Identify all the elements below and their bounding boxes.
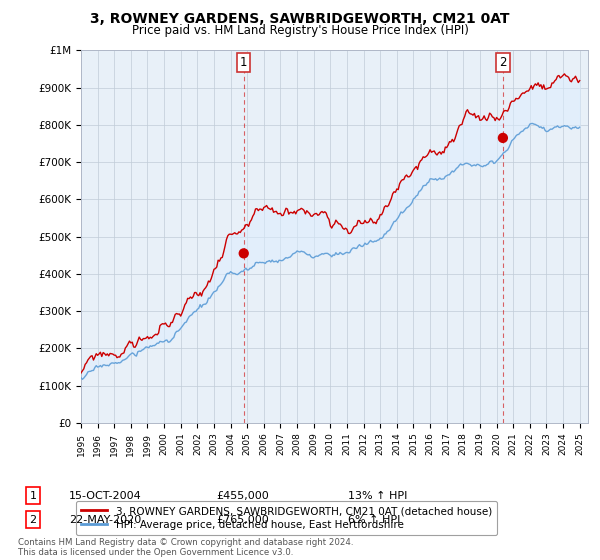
Text: 6% ↑ HPI: 6% ↑ HPI xyxy=(348,515,400,525)
Text: 1: 1 xyxy=(29,491,37,501)
Text: 15-OCT-2004: 15-OCT-2004 xyxy=(69,491,142,501)
Text: £765,000: £765,000 xyxy=(216,515,269,525)
Text: Contains HM Land Registry data © Crown copyright and database right 2024.
This d: Contains HM Land Registry data © Crown c… xyxy=(18,538,353,557)
Text: £455,000: £455,000 xyxy=(216,491,269,501)
Text: 13% ↑ HPI: 13% ↑ HPI xyxy=(348,491,407,501)
Legend: 3, ROWNEY GARDENS, SAWBRIDGEWORTH, CM21 0AT (detached house), HPI: Average price: 3, ROWNEY GARDENS, SAWBRIDGEWORTH, CM21 … xyxy=(76,501,497,535)
Text: 22-MAY-2020: 22-MAY-2020 xyxy=(69,515,141,525)
Point xyxy=(239,249,248,258)
Text: 1: 1 xyxy=(240,56,247,69)
Text: 3, ROWNEY GARDENS, SAWBRIDGEWORTH, CM21 0AT: 3, ROWNEY GARDENS, SAWBRIDGEWORTH, CM21 … xyxy=(90,12,510,26)
Text: 2: 2 xyxy=(499,56,506,69)
Text: 2: 2 xyxy=(29,515,37,525)
Point xyxy=(498,133,508,142)
Text: Price paid vs. HM Land Registry's House Price Index (HPI): Price paid vs. HM Land Registry's House … xyxy=(131,24,469,36)
